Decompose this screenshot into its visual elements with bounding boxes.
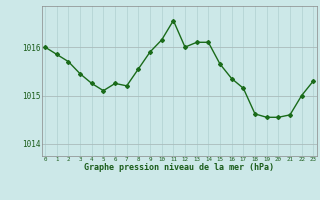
X-axis label: Graphe pression niveau de la mer (hPa): Graphe pression niveau de la mer (hPa): [84, 163, 274, 172]
